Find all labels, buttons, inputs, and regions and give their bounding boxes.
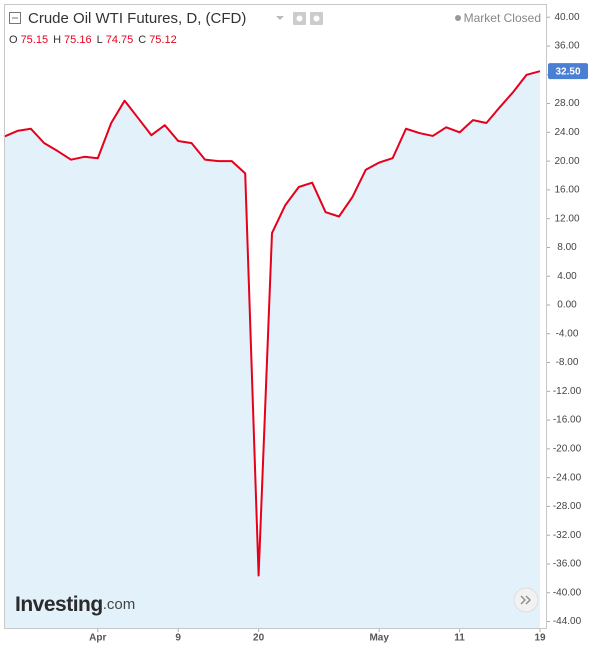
x-tick-label: 19 bbox=[534, 633, 546, 644]
status-dot bbox=[455, 15, 461, 21]
ohlc-value: 75.12 bbox=[149, 34, 177, 46]
area bbox=[4, 71, 540, 629]
y-tick-label: 4.00 bbox=[557, 271, 577, 282]
y-tick-label: -12.00 bbox=[553, 386, 582, 397]
ohlc-row: O 75.15 H 75.16 L 74.75 C 75.12 bbox=[9, 34, 177, 46]
x-tick-label: 11 bbox=[454, 633, 465, 644]
y-tick-label: -4.00 bbox=[556, 328, 579, 339]
scroll-icon bbox=[520, 595, 531, 605]
plot-border bbox=[4, 4, 547, 629]
ohlc-text: O 75.15 H 75.16 L 74.75 C 75.12 bbox=[9, 34, 177, 46]
y-tick-label: 28.00 bbox=[554, 98, 579, 109]
price-tag bbox=[548, 63, 588, 80]
dropdown-icon[interactable] bbox=[276, 16, 284, 20]
y-tick-label: -32.00 bbox=[553, 530, 582, 541]
market-status: Market Closed bbox=[464, 11, 541, 25]
brand-logo: Investing.com bbox=[15, 593, 135, 616]
ohlc-label: L bbox=[97, 34, 103, 46]
x-tick-label: Apr bbox=[89, 633, 106, 644]
y-tick-label: -40.00 bbox=[553, 587, 582, 598]
price-tag-label: 32.50 bbox=[555, 66, 580, 77]
y-tick-label: -28.00 bbox=[553, 501, 582, 512]
y-tick-label: -36.00 bbox=[553, 559, 582, 570]
ohlc-value: 75.16 bbox=[64, 34, 92, 46]
brand-suffix: .com bbox=[103, 596, 136, 613]
chart-title: Crude Oil WTI Futures, D, (CFD) bbox=[28, 10, 246, 27]
ohlc-label: H bbox=[53, 34, 61, 46]
y-tick-label: 8.00 bbox=[557, 242, 577, 253]
y-tick-label: -24.00 bbox=[553, 472, 582, 483]
ohlc-label: C bbox=[138, 34, 146, 46]
ohlc-value: 74.75 bbox=[106, 34, 134, 46]
scroll-button[interactable] bbox=[513, 587, 539, 613]
plot-area bbox=[3, 16, 550, 632]
x-tick-label: 20 bbox=[253, 633, 265, 644]
ohlc-value: 75.15 bbox=[21, 34, 49, 46]
y-tick-label: 24.00 bbox=[554, 127, 579, 138]
y-tick-label: 20.00 bbox=[554, 156, 579, 167]
y-tick-label: -20.00 bbox=[553, 444, 582, 455]
y-tick-label: 40.00 bbox=[554, 12, 579, 23]
line bbox=[3, 70, 541, 577]
y-tick-label: -8.00 bbox=[556, 357, 579, 368]
ohlc-label: O bbox=[9, 34, 18, 46]
y-tick-label: 12.00 bbox=[554, 213, 579, 224]
brand-name: Investing bbox=[15, 593, 103, 616]
y-tick-label: 0.00 bbox=[557, 300, 577, 311]
y-tick-label: 36.00 bbox=[554, 41, 579, 52]
y-tick-label: -16.00 bbox=[553, 415, 582, 426]
x-tick-label: 9 bbox=[175, 633, 181, 644]
eye-icon-pupil bbox=[296, 15, 303, 22]
y-tick-label: 16.00 bbox=[554, 185, 579, 196]
y-tick-label: -44.00 bbox=[553, 616, 582, 627]
x-tick-label: May bbox=[369, 633, 389, 644]
settings-icon-center bbox=[313, 15, 320, 22]
